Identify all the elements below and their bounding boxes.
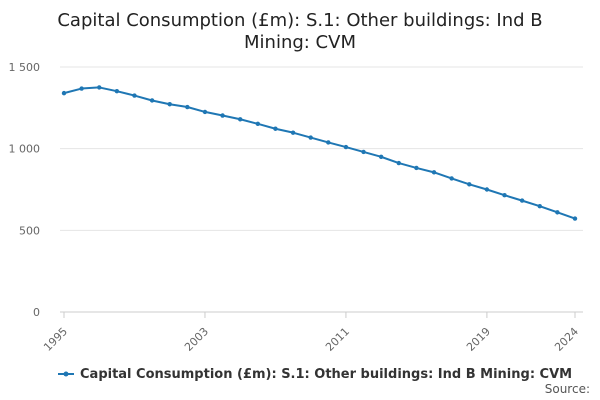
axes [60, 311, 583, 318]
data-point[interactable] [414, 165, 419, 171]
series-layer [61, 85, 578, 221]
data-point[interactable] [202, 109, 208, 115]
data-point[interactable] [572, 216, 578, 221]
data-point[interactable] [519, 198, 525, 203]
legend-label: Capital Consumption (£m): S.1: Other bui… [80, 367, 572, 382]
data-point[interactable] [220, 113, 225, 118]
y-tick-labels: 0 500 1 000 1 500 [9, 61, 41, 319]
data-point[interactable] [396, 160, 401, 166]
data-point[interactable] [555, 210, 560, 215]
data-point[interactable] [167, 102, 172, 107]
data-point[interactable] [149, 98, 155, 103]
chart-title-line-1: Capital Consumption (£m): S.1: Other bui… [57, 10, 542, 31]
data-point[interactable] [484, 187, 490, 192]
data-point[interactable] [255, 121, 261, 127]
data-point[interactable] [502, 193, 507, 198]
data-point[interactable] [361, 149, 366, 155]
chart-title-line-2: Mining: CVM [244, 32, 356, 53]
data-point[interactable] [97, 85, 102, 90]
y-tick-label: 1 000 [9, 143, 41, 156]
legend-marker-swatch [63, 371, 69, 377]
x-tick-label: 2003 [182, 325, 211, 354]
x-tick-label: 2024 [552, 325, 581, 354]
x-tick-label: 2011 [323, 325, 352, 354]
data-point[interactable] [290, 130, 296, 135]
data-point[interactable] [79, 86, 84, 91]
data-point[interactable] [132, 93, 137, 98]
source-label: Source: [545, 382, 590, 396]
data-point[interactable] [431, 170, 437, 175]
x-tick-label: 2019 [464, 325, 493, 354]
y-tick-label: 0 [33, 306, 40, 319]
data-point[interactable] [326, 140, 331, 145]
data-point[interactable] [185, 104, 190, 110]
data-point[interactable] [273, 126, 278, 131]
data-point[interactable] [61, 90, 67, 96]
series-line [63, 86, 576, 220]
x-tick-labels: 1995 2003 2011 2019 2024 [41, 325, 581, 354]
y-tick-label: 500 [19, 224, 40, 237]
data-point[interactable] [467, 182, 472, 187]
data-point[interactable] [308, 135, 313, 140]
grid-lines [60, 66, 583, 231]
data-point[interactable] [238, 117, 243, 122]
y-tick-label: 1 500 [9, 61, 41, 74]
legend[interactable]: Capital Consumption (£m): S.1: Other bui… [58, 367, 572, 382]
data-point[interactable] [537, 203, 542, 209]
x-tick-label: 1995 [41, 325, 70, 354]
data-point[interactable] [343, 144, 349, 150]
data-point[interactable] [449, 176, 454, 181]
data-point[interactable] [378, 154, 384, 160]
data-point[interactable] [114, 88, 120, 94]
